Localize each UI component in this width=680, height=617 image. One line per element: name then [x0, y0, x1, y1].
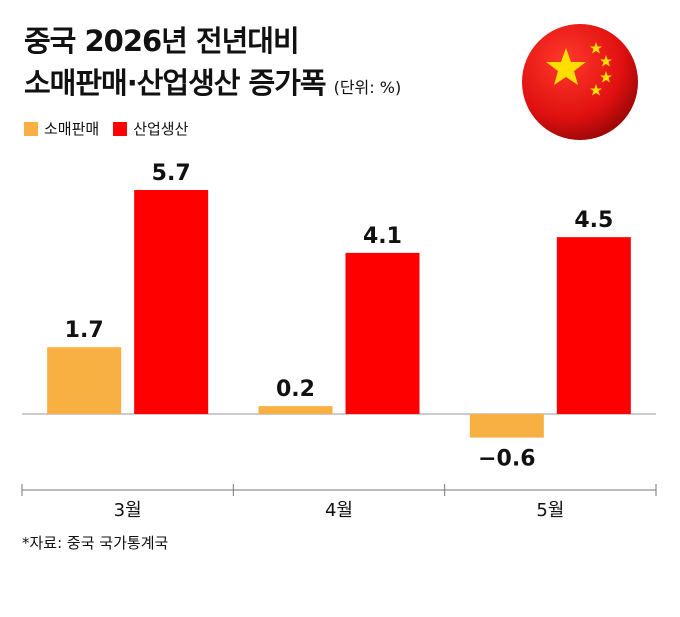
bar-retail — [469, 414, 544, 438]
chart-title-text: 소매판매·산업생산 증가폭 — [24, 66, 327, 100]
legend-swatch-industrial — [113, 121, 128, 136]
data-label-industrial: 4.5 — [574, 208, 613, 233]
bar-retail — [47, 347, 122, 414]
x-tick-label: 3월 — [114, 500, 142, 521]
bar-industrial — [345, 252, 420, 414]
x-tick-label: 4월 — [325, 500, 353, 521]
legend: 소매판매 산업생산 — [24, 118, 202, 139]
china-flag-icon — [522, 24, 638, 140]
bar-industrial — [134, 189, 209, 414]
chart-title-line2: 소매판매·산업생산 증가폭 (단위: %) — [24, 64, 401, 107]
data-label-retail: 0.2 — [276, 377, 315, 402]
bar-industrial — [556, 237, 631, 414]
legend-label-retail: 소매판매 — [44, 120, 100, 138]
legend-item-industrial: 산업생산 — [113, 118, 188, 139]
data-label-retail: −0.6 — [478, 447, 535, 472]
legend-swatch-retail — [24, 121, 38, 136]
data-label-industrial: 4.1 — [363, 224, 402, 249]
source-note: *자료: 중국 국가통계국 — [22, 534, 169, 552]
legend-label-industrial: 산업생산 — [133, 120, 189, 138]
data-label-retail: 1.7 — [65, 318, 104, 343]
bar-retail — [258, 406, 333, 414]
x-tick-label: 5월 — [536, 500, 564, 521]
unit-label: (단위: %) — [333, 78, 402, 97]
data-label-industrial: 5.7 — [152, 161, 191, 186]
chart-title-line1: 중국 2026년 전년대비 — [24, 24, 300, 58]
legend-item-retail: 소매판매 — [24, 118, 99, 139]
